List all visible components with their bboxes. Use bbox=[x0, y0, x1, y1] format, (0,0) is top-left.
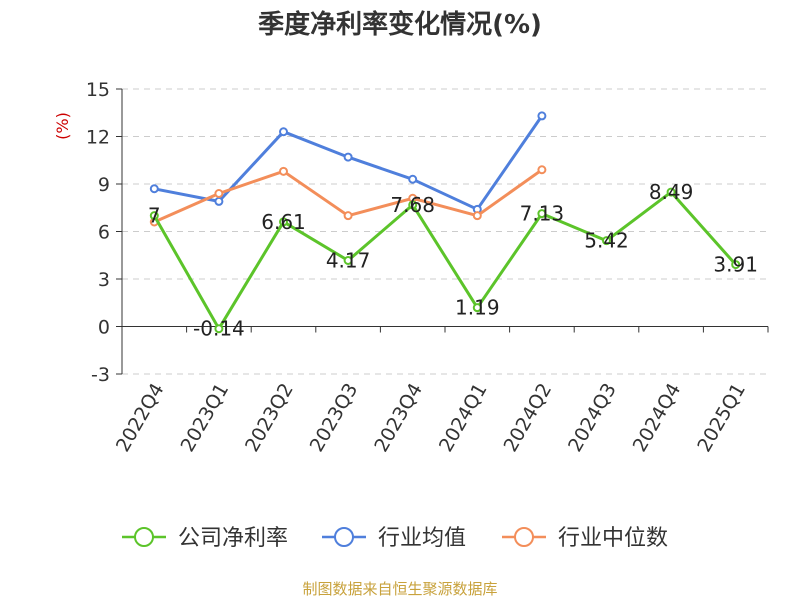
y-tick-label: 15 bbox=[86, 79, 110, 101]
data-point bbox=[602, 236, 611, 246]
x-tick-label: 2025Q1 bbox=[693, 380, 750, 456]
data-label: 5.42 bbox=[584, 229, 629, 253]
data-point bbox=[279, 166, 288, 176]
data-label: 4.17 bbox=[326, 248, 371, 272]
data-point bbox=[472, 303, 482, 313]
data-label: 1.19 bbox=[455, 296, 500, 320]
data-label: 7.13 bbox=[520, 202, 565, 226]
data-label-layer: 7 -0.14 6.61 4.17 7.68 1.19 7.13 5.42 8.49 3.91 bbox=[148, 180, 758, 341]
y-tick-label: 6 bbox=[98, 222, 110, 244]
y-tick-label: -3 bbox=[91, 364, 110, 386]
x-tick-label: 2024Q2 bbox=[499, 380, 556, 456]
legend-label: 行业中位数 bbox=[558, 526, 668, 551]
data-point bbox=[214, 324, 224, 334]
data-label: 7 bbox=[148, 204, 161, 228]
data-point bbox=[343, 211, 353, 221]
x-tick-label: 2024Q3 bbox=[564, 380, 621, 456]
legend-marker bbox=[134, 527, 154, 547]
data-point bbox=[214, 189, 224, 198]
data-label: 8.49 bbox=[649, 180, 694, 204]
data-label: 6.61 bbox=[261, 210, 306, 234]
data-point bbox=[731, 260, 741, 270]
data-point bbox=[149, 211, 159, 221]
x-tick-label: 2024Q1 bbox=[435, 380, 492, 456]
data-point bbox=[343, 255, 353, 265]
data-point bbox=[408, 200, 418, 210]
legend-label: 行业均值 bbox=[378, 526, 466, 551]
legend-marker bbox=[514, 527, 534, 547]
legend-marker bbox=[334, 527, 354, 547]
data-point bbox=[537, 111, 547, 121]
data-point bbox=[408, 174, 418, 184]
data-label: -0.14 bbox=[193, 317, 245, 341]
data-point bbox=[537, 209, 547, 219]
chart-title: 季度净利率变化情况(%) bbox=[258, 10, 542, 40]
y-tick-label: 12 bbox=[86, 127, 110, 149]
data-point bbox=[343, 152, 353, 162]
x-tick-label: 2023Q4 bbox=[370, 380, 427, 456]
data-point bbox=[279, 217, 288, 227]
series-line bbox=[152, 190, 737, 331]
legend-label: 公司净利率 bbox=[178, 526, 288, 551]
data-point bbox=[279, 127, 288, 137]
data-point bbox=[666, 187, 676, 197]
x-tick-label: 2023Q2 bbox=[241, 380, 298, 456]
x-tick-label: 2022Q4 bbox=[112, 380, 169, 456]
x-tick-label: 2023Q3 bbox=[306, 380, 363, 456]
y-tick-label: 3 bbox=[98, 269, 110, 291]
x-tick-label: 2024Q4 bbox=[629, 380, 686, 456]
data-point bbox=[149, 184, 159, 194]
data-point bbox=[214, 196, 224, 206]
data-label: 7.68 bbox=[390, 193, 435, 217]
legend: 公司净利率 行业均值 行业中位数 bbox=[122, 526, 668, 551]
x-tick-label: 2023Q1 bbox=[176, 380, 233, 456]
data-point bbox=[472, 211, 482, 221]
y-tick-label: 0 bbox=[98, 317, 110, 339]
data-point bbox=[537, 165, 547, 175]
y-tick-label: 9 bbox=[98, 174, 110, 196]
series-layer bbox=[149, 111, 741, 334]
source-note: 制图数据来自恒生聚源数据库 bbox=[302, 580, 498, 598]
y-axis-unit: (%) bbox=[53, 112, 72, 140]
data-label: 3.91 bbox=[713, 253, 758, 277]
